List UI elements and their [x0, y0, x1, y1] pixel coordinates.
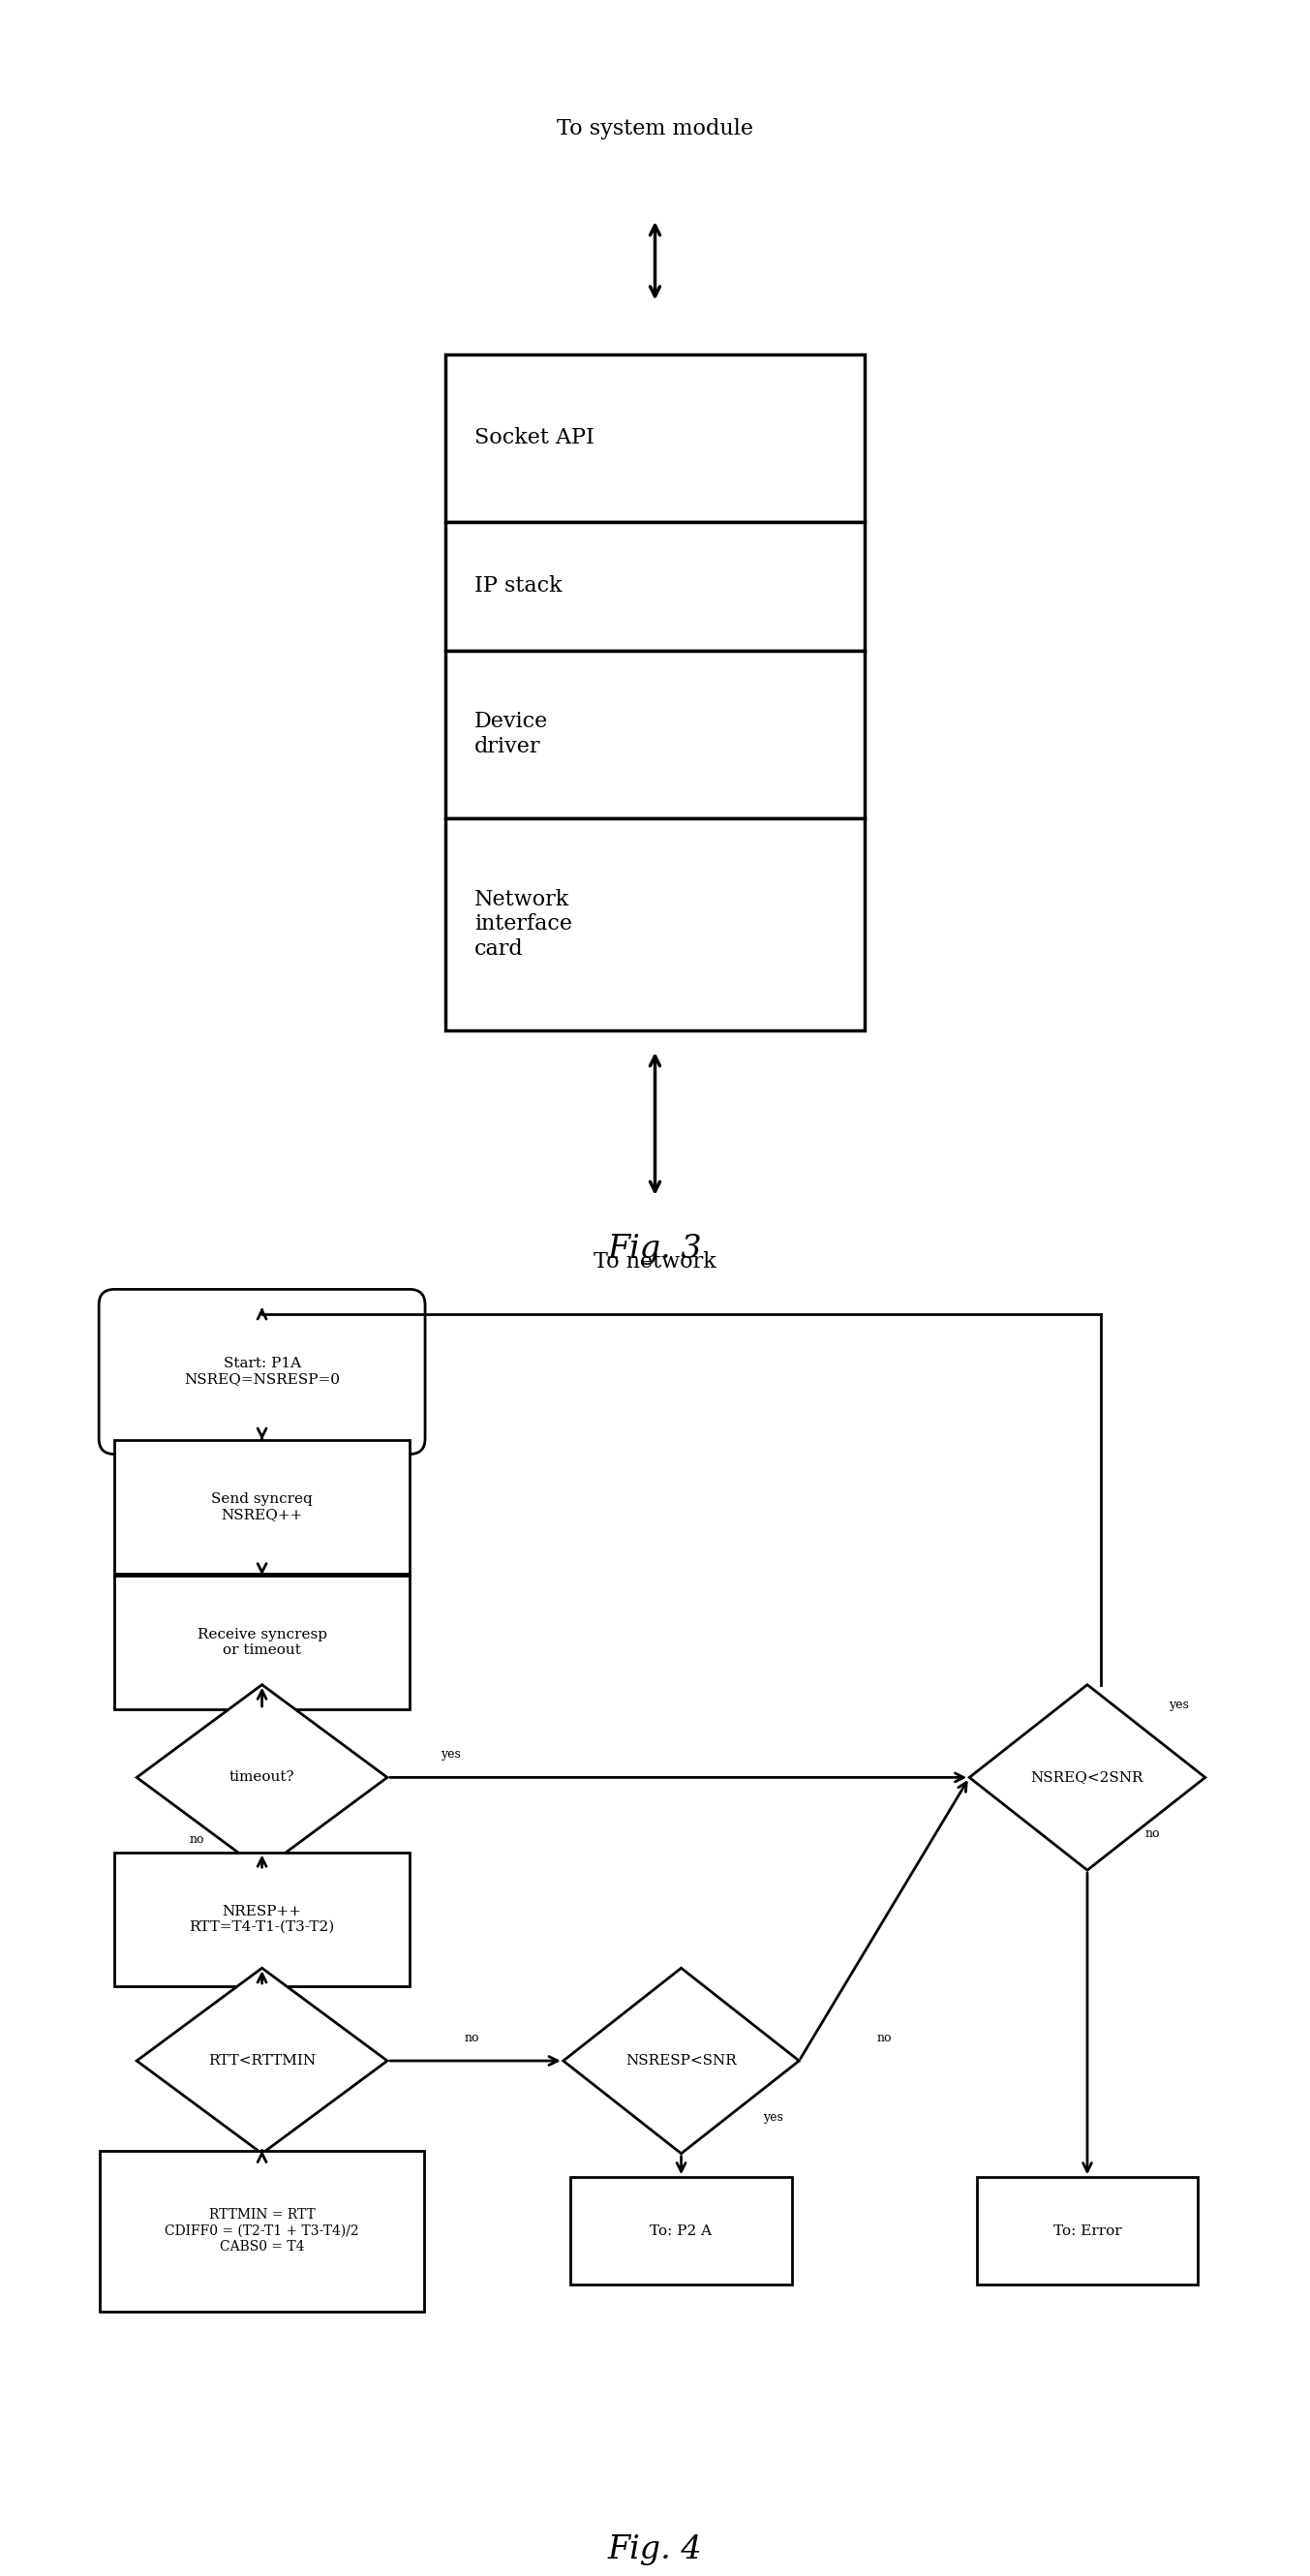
Text: RTTMIN = RTT
CDIFF0 = (T2-T1 + T3-T4)/2
CABS0 = T4: RTTMIN = RTT CDIFF0 = (T2-T1 + T3-T4)/2 …: [165, 2208, 359, 2254]
Text: no: no: [464, 2032, 479, 2043]
Text: NSRESP<SNR: NSRESP<SNR: [626, 2053, 736, 2069]
Text: RTT<RTTMIN: RTT<RTTMIN: [208, 2053, 316, 2069]
Bar: [445, 520, 865, 649]
Text: Send syncreq
NSREQ++: Send syncreq NSREQ++: [211, 1492, 313, 1522]
Text: To: P2 A: To: P2 A: [650, 2223, 713, 2239]
Bar: [445, 649, 865, 817]
Text: no: no: [876, 2032, 892, 2043]
Text: Receive syncresp
or timeout: Receive syncresp or timeout: [196, 1628, 328, 1656]
Text: To: Error: To: Error: [1053, 2223, 1121, 2239]
Bar: [445, 817, 865, 1030]
Polygon shape: [563, 1968, 799, 2154]
Text: yes: yes: [440, 1749, 460, 1759]
Bar: [115, 1852, 409, 1986]
Text: no: no: [1145, 1829, 1161, 1839]
Text: Network
interface
card: Network interface card: [474, 889, 572, 958]
Text: IP stack: IP stack: [474, 574, 562, 598]
Polygon shape: [136, 1685, 388, 1870]
Bar: [571, 2177, 791, 2285]
Text: To network: To network: [593, 1252, 717, 1273]
Text: Device
driver: Device driver: [474, 711, 548, 757]
Bar: [100, 2151, 424, 2311]
Text: To system module: To system module: [557, 118, 753, 139]
Text: yes: yes: [1169, 1700, 1189, 1710]
Text: yes: yes: [762, 2112, 783, 2123]
Text: Socket API: Socket API: [474, 428, 595, 448]
Text: Fig. 3: Fig. 3: [608, 1234, 702, 1265]
Text: Start: P1A
NSREQ=NSRESP=0: Start: P1A NSREQ=NSRESP=0: [185, 1358, 339, 1386]
Text: no: no: [189, 1834, 204, 1844]
Bar: [445, 353, 865, 520]
Text: NRESP++
RTT=T4-T1-(T3-T2): NRESP++ RTT=T4-T1-(T3-T2): [189, 1904, 335, 1935]
Polygon shape: [136, 1968, 388, 2154]
Text: NSREQ<2SNR: NSREQ<2SNR: [1031, 1770, 1144, 1785]
Polygon shape: [969, 1685, 1205, 1870]
FancyBboxPatch shape: [100, 1288, 424, 1453]
Bar: [115, 1577, 409, 1710]
Text: timeout?: timeout?: [229, 1770, 295, 1785]
Bar: [115, 1440, 409, 1574]
Text: Fig. 4: Fig. 4: [608, 2535, 702, 2566]
Bar: [977, 2177, 1197, 2285]
